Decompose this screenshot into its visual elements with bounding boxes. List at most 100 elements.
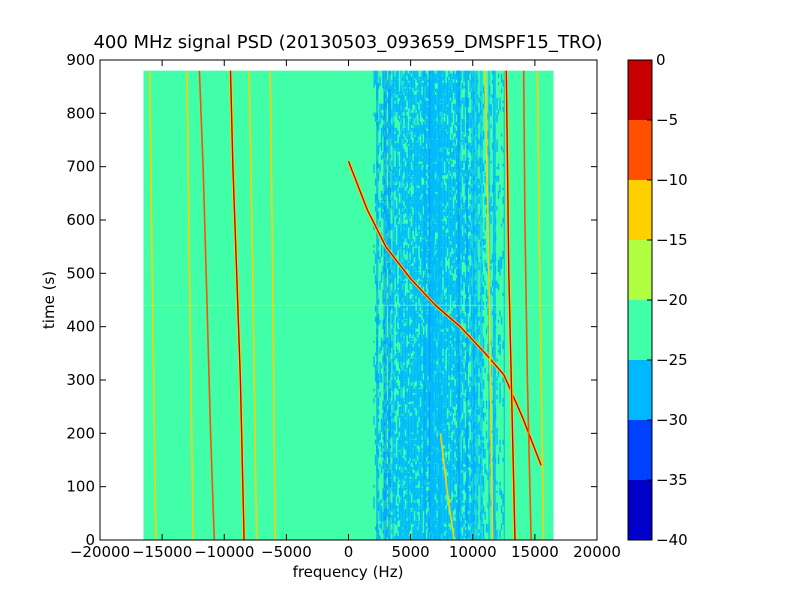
- noise-speckle: [413, 190, 416, 196]
- noise-speckle: [442, 409, 444, 414]
- noise-speckle: [395, 97, 398, 108]
- noise-speckle: [467, 130, 470, 135]
- noise-speckle: [436, 424, 438, 429]
- noise-speckle: [386, 346, 389, 357]
- noise-speckle: [461, 217, 464, 226]
- noise-speckle: [451, 469, 453, 479]
- noise-speckle: [406, 400, 408, 406]
- noise-speckle: [380, 199, 383, 206]
- noise-speckle: [443, 199, 446, 206]
- noise-speckle: [416, 196, 419, 201]
- noise-speckle: [448, 286, 450, 297]
- noise-speckle: [425, 247, 428, 257]
- noise-speckle: [394, 454, 396, 460]
- noise-speckle: [463, 241, 465, 251]
- noise-speckle: [467, 241, 470, 250]
- noise-speckle: [455, 70, 458, 78]
- noise-speckle: [427, 535, 429, 540]
- noise-speckle: [418, 370, 420, 376]
- noise-speckle: [412, 529, 414, 534]
- noise-speckle: [434, 187, 437, 193]
- noise-speckle: [407, 100, 410, 109]
- noise-speckle: [406, 187, 408, 197]
- noise-speckle: [398, 109, 401, 116]
- noise-speckle: [434, 298, 437, 305]
- noise-speckle: [425, 157, 428, 165]
- noise-speckle: [451, 505, 453, 509]
- noise-speckle: [416, 241, 419, 246]
- noise-speckle: [397, 499, 399, 504]
- noise-speckle: [455, 229, 458, 239]
- noise-speckle: [407, 322, 410, 329]
- noise-speckle: [416, 97, 419, 102]
- noise-speckle: [415, 289, 417, 297]
- noise-speckle: [412, 442, 414, 447]
- noise-speckle: [445, 343, 447, 347]
- noise-speckle: [412, 448, 414, 459]
- noise-speckle: [386, 412, 389, 421]
- noise-speckle: [454, 532, 456, 537]
- noise-speckle: [394, 403, 396, 410]
- noise-speckle: [412, 472, 414, 482]
- noise-speckle: [455, 214, 458, 217]
- noise-speckle: [446, 442, 449, 447]
- noise-speckle: [448, 484, 450, 494]
- noise-speckle: [427, 331, 429, 339]
- noise-speckle: [419, 232, 422, 235]
- noise-speckle: [442, 229, 444, 235]
- noise-speckle: [409, 343, 411, 348]
- noise-speckle: [404, 199, 407, 203]
- noise-speckle: [407, 412, 410, 417]
- noise-speckle: [467, 487, 470, 494]
- noise-speckle: [404, 325, 407, 335]
- noise-speckle: [397, 460, 399, 467]
- noise-speckle: [449, 106, 452, 114]
- noise-speckle: [406, 346, 408, 353]
- noise-speckle: [467, 133, 470, 136]
- noise-speckle: [425, 82, 428, 86]
- noise-speckle: [445, 373, 447, 383]
- noise-speckle: [463, 460, 465, 464]
- noise-speckle: [446, 385, 449, 392]
- noise-speckle: [403, 274, 405, 280]
- noise-speckle: [445, 280, 447, 288]
- noise-speckle: [419, 304, 422, 307]
- noise-speckle: [395, 169, 398, 178]
- noise-speckle: [467, 391, 470, 401]
- noise-speckle: [419, 310, 422, 314]
- noise-speckle: [413, 283, 416, 294]
- noise-speckle: [434, 421, 437, 427]
- noise-speckle: [449, 418, 452, 427]
- noise-speckle: [449, 382, 452, 390]
- noise-speckle: [409, 433, 411, 441]
- noise-speckle: [427, 130, 429, 138]
- noise-speckle: [394, 307, 396, 316]
- noise-speckle: [398, 487, 401, 496]
- noise-speckle: [421, 502, 423, 508]
- noise-speckle: [425, 352, 428, 357]
- noise-speckle: [422, 322, 425, 326]
- noise-speckle: [446, 364, 449, 370]
- noise-speckle: [418, 229, 420, 232]
- noise-speckle: [425, 493, 428, 498]
- noise-speckle: [394, 136, 396, 141]
- noise-speckle: [407, 502, 410, 507]
- noise-speckle: [442, 118, 444, 128]
- noise-speckle: [394, 268, 396, 278]
- noise-speckle: [403, 364, 405, 373]
- noise-speckle: [415, 538, 417, 540]
- noise-speckle: [410, 178, 413, 183]
- noise-speckle: [413, 232, 416, 237]
- noise-speckle: [454, 463, 456, 467]
- noise-speckle: [446, 427, 449, 434]
- noise-speckle: [467, 448, 470, 454]
- noise-speckle: [406, 295, 408, 299]
- noise-speckle: [434, 334, 437, 340]
- noise-speckle: [406, 124, 408, 134]
- noise-speckle: [419, 445, 422, 450]
- noise-speckle: [418, 151, 420, 155]
- noise-speckle: [446, 187, 449, 198]
- noise-speckle: [394, 406, 396, 411]
- noise-speckle: [469, 289, 471, 294]
- noise-speckle: [415, 148, 417, 152]
